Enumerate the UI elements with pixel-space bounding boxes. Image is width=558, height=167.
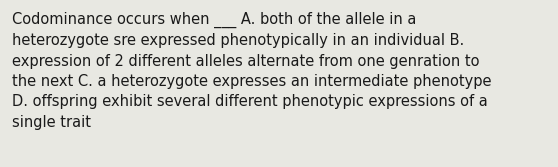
Text: Codominance occurs when ___ A. both of the allele in a
heterozygote sre expresse: Codominance occurs when ___ A. both of t… xyxy=(12,12,492,130)
